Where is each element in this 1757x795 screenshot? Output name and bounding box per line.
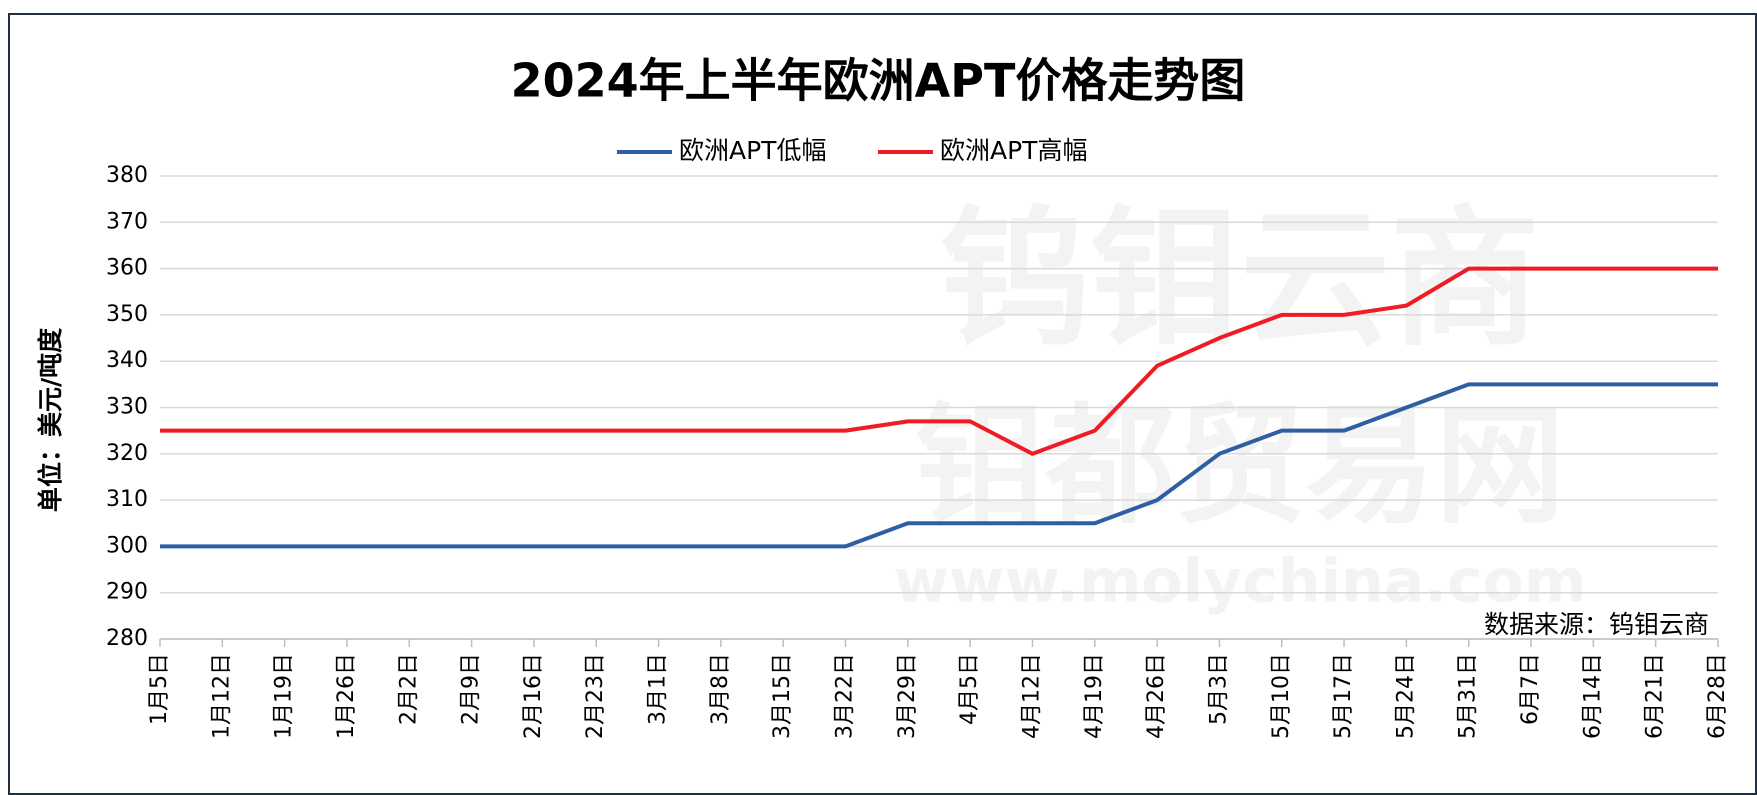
y-tick-label: 340 <box>106 348 148 373</box>
y-tick-label: 330 <box>106 395 148 420</box>
x-tick-label: 2月2日 <box>396 653 421 725</box>
x-tick-label: 3月22日 <box>833 653 858 739</box>
line-series <box>160 266 1718 456</box>
x-tick-label: 2月16日 <box>521 653 546 739</box>
y-tick-label: 300 <box>106 533 148 558</box>
x-tick-label: 1月12日 <box>209 653 234 739</box>
y-tick-label: 320 <box>106 441 148 466</box>
x-tick-label: 5月17日 <box>1331 653 1356 739</box>
x-tick-label: 3月1日 <box>646 653 671 725</box>
x-tick-label: 5月10日 <box>1269 653 1294 739</box>
y-tick-label: 380 <box>106 163 148 188</box>
x-tick-label: 3月29日 <box>895 653 920 739</box>
x-tick-label: 3月8日 <box>708 653 733 725</box>
x-tick-label: 4月5日 <box>957 653 982 725</box>
y-tick-label: 370 <box>106 209 148 234</box>
x-tick-label: 5月3日 <box>1206 653 1231 725</box>
source-note: 数据来源：钨钼云商 <box>1484 610 1709 639</box>
y-tick-label: 280 <box>106 626 148 651</box>
y-tick-label: 290 <box>106 580 148 605</box>
x-tick-label: 6月14日 <box>1580 653 1605 739</box>
x-tick-label: 5月24日 <box>1393 653 1418 739</box>
x-tick-label: 6月21日 <box>1643 653 1668 739</box>
x-tick-label: 6月7日 <box>1518 653 1543 725</box>
x-tick-label: 3月15日 <box>770 653 795 739</box>
x-tick-label: 4月19日 <box>1082 653 1107 739</box>
x-tick-label: 4月26日 <box>1144 653 1169 739</box>
y-tick-label: 310 <box>106 487 148 512</box>
x-tick-label: 6月28日 <box>1705 653 1730 739</box>
x-tick-label: 1月5日 <box>147 653 172 725</box>
x-tick-label: 4月12日 <box>1019 653 1044 739</box>
y-tick-label: 350 <box>106 302 148 327</box>
chart-title: 2024年上半年欧洲APT价格走势图 <box>511 54 1246 108</box>
y-tick-label: 360 <box>106 256 148 281</box>
x-tick-label: 1月19日 <box>272 653 297 739</box>
x-tick-label: 5月31日 <box>1456 653 1481 739</box>
frame <box>8 13 1757 795</box>
watermark: 钨钼云商 钼都贸易网 www.molychina.com <box>894 193 1587 617</box>
y-axis-label: 单位：美元/吨度 <box>36 328 65 512</box>
x-tick-label: 2月23日 <box>583 653 608 739</box>
watermark-text: www.molychina.com <box>894 547 1587 617</box>
legend-label: 欧洲APT低幅 <box>679 136 826 165</box>
x-tick-label: 2月9日 <box>459 653 484 725</box>
legend-label: 欧洲APT高幅 <box>940 136 1087 165</box>
x-tick-label: 1月26日 <box>334 653 359 739</box>
line-series <box>160 382 1718 549</box>
watermark-text: 钼都贸易网 <box>915 390 1565 542</box>
